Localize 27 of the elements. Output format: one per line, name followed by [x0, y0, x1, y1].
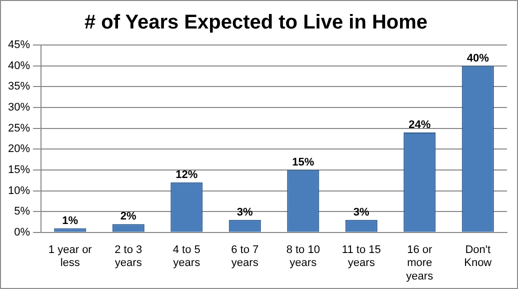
y-tick-label: 30% [8, 102, 30, 114]
y-tick-label: 0% [14, 226, 30, 238]
y-tick-label: 15% [8, 164, 30, 176]
chart-title: # of Years Expected to Live in Home [84, 12, 428, 34]
y-tick-label: 35% [8, 80, 30, 93]
y-tick-label: 45% [8, 39, 30, 52]
x-tick-label: 11 to 15 years [342, 244, 381, 270]
y-tick-label: 5% [14, 206, 30, 218]
x-tick-label: 1 year or less [48, 244, 92, 270]
x-tick-label: 2 to 3 years [114, 244, 142, 270]
data-label: 40% [466, 52, 490, 64]
data-label: 15% [292, 156, 314, 168]
y-tick-label: 20% [8, 143, 30, 156]
x-tick-label: 16 or more years [406, 244, 434, 282]
x-tick-label: 6 to 7 years [231, 244, 259, 270]
data-label: 3% [236, 206, 254, 218]
data-label: 2% [120, 210, 137, 223]
x-tick-label: Don't Know [464, 244, 492, 270]
data-label: 12% [176, 168, 198, 181]
x-tick-label: 8 to 10 years [286, 244, 320, 270]
data-label: 3% [353, 206, 370, 218]
y-tick-label: 10% [8, 184, 30, 197]
y-tick-label: 25% [8, 122, 30, 134]
y-tick-label: 40% [8, 60, 30, 72]
x-tick-label: 4 to 5 years [172, 244, 201, 270]
data-label: 1% [62, 214, 78, 227]
data-label: 24% [408, 118, 431, 131]
